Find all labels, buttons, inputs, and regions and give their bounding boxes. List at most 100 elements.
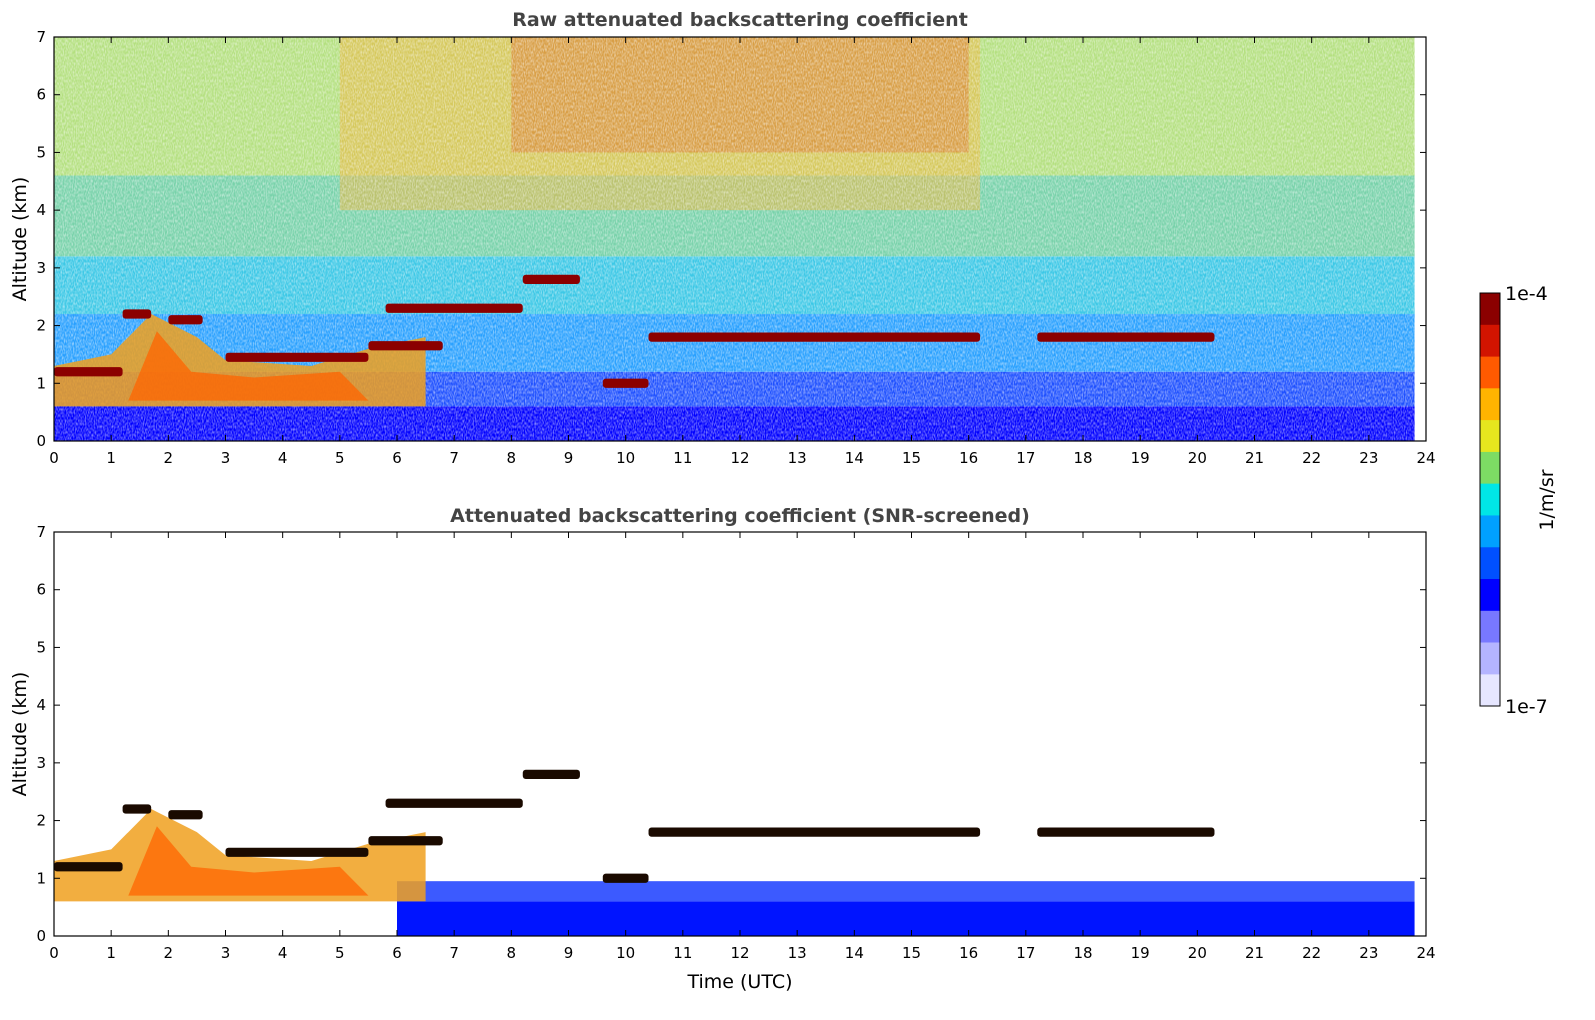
cloud-layer: [368, 836, 443, 846]
x-ticks: 0 1 2 3 4 5 6 7 8 9 10 11 12 13 14 15 16 17 18 19 20 21 22 23 24: [49, 37, 1436, 467]
x-tick-label: 20: [1188, 449, 1207, 467]
cloud-layer: [122, 309, 152, 319]
altitude-band: [397, 881, 1415, 902]
x-tick-label: 2: [164, 449, 174, 467]
cloud-layer: [385, 303, 523, 313]
x-tick-label: 10: [616, 944, 635, 962]
x-tick-label: 16: [959, 944, 978, 962]
colorbar-step: [1480, 356, 1500, 389]
aerosol-core: [128, 826, 369, 896]
x-tick-label: 0: [49, 944, 59, 962]
y-tick-label: 0: [36, 927, 46, 945]
y-tick-label: 6: [36, 86, 46, 104]
panel-title: Raw attenuated backscattering coefficien…: [512, 9, 968, 31]
x-tick-label: 4: [278, 944, 288, 962]
y-tick-label: 3: [36, 754, 46, 772]
y-tick-label: 4: [36, 696, 46, 714]
cloud-layer: [122, 804, 152, 814]
y-tick-label: 6: [36, 581, 46, 599]
y-tick-label: 3: [36, 259, 46, 277]
cloud-layer: [1037, 827, 1215, 837]
y-tick-label: 0: [36, 432, 46, 450]
x-axis-label: Time (UTC): [686, 971, 792, 993]
x-tick-label: 21: [1245, 944, 1264, 962]
x-ticks: 0 1 2 3 4 5 6 7 8 9 10 11 12 13 14 15 16 17 18 19 20 21 22 23 24: [49, 532, 1436, 962]
y-tick-label: 7: [36, 28, 46, 46]
x-tick-label: 3: [221, 944, 231, 962]
colorbar-step: [1480, 451, 1500, 484]
x-tick-label: 4: [278, 449, 288, 467]
x-tick-label: 2: [164, 944, 174, 962]
x-tick-label: 9: [564, 944, 574, 962]
snr-screened-panel: Attenuated backscattering coefficient (S…: [9, 505, 1436, 993]
y-tick-label: 2: [36, 317, 46, 335]
x-tick-label: 24: [1416, 944, 1435, 962]
x-tick-label: 7: [449, 449, 459, 467]
x-tick-label: 13: [788, 944, 807, 962]
y-tick-label: 1: [36, 869, 46, 887]
panel-title: Attenuated backscattering coefficient (S…: [450, 505, 1030, 527]
x-tick-label: 17: [1016, 449, 1035, 467]
x-tick-label: 10: [616, 449, 635, 467]
x-tick-label: 15: [902, 944, 921, 962]
cloud-layer: [602, 378, 649, 388]
cloud-layer: [648, 332, 981, 342]
y-ticks: 0 1 2 3 4 5 6 7: [36, 28, 1426, 450]
cloud-layer: [225, 847, 369, 857]
x-tick-label: 15: [902, 449, 921, 467]
raw-backscatter-panel: Raw attenuated backscattering coefficien…: [9, 9, 1436, 467]
x-tick-label: 9: [564, 449, 574, 467]
y-tick-label: 5: [36, 143, 46, 161]
cloud-layer: [368, 341, 443, 351]
x-tick-label: 6: [392, 449, 402, 467]
heatmap-area: [54, 37, 1415, 441]
x-tick-label: 7: [449, 944, 459, 962]
x-tick-label: 16: [959, 449, 978, 467]
y-axis-label: Altitude (km): [9, 672, 31, 797]
y-ticks: 0 1 2 3 4 5 6 7: [36, 523, 1426, 945]
colorbar-step: [1480, 483, 1500, 516]
x-tick-label: 14: [845, 944, 864, 962]
x-tick-label: 1: [106, 944, 116, 962]
cloud-layer: [1037, 332, 1215, 342]
colorbar: 1e-4 1e-7 1/m/sr: [1479, 283, 1558, 718]
x-tick-label: 24: [1416, 449, 1435, 467]
heatmap-area: [54, 769, 1415, 936]
cloud-layer: [168, 315, 203, 325]
y-tick-label: 1: [36, 374, 46, 392]
x-tick-label: 3: [221, 449, 231, 467]
x-tick-label: 8: [507, 944, 517, 962]
colorbar-step: [1480, 547, 1500, 579]
x-tick-label: 22: [1302, 449, 1321, 467]
cloud-layer: [648, 827, 981, 837]
altitude-band: [397, 901, 1415, 936]
x-tick-label: 21: [1245, 449, 1264, 467]
cloud-layer: [602, 873, 649, 883]
colorbar-max-label: 1e-4: [1505, 283, 1548, 305]
x-tick-label: 14: [845, 449, 864, 467]
colorbar-step: [1480, 388, 1500, 421]
x-tick-label: 6: [392, 944, 402, 962]
x-tick-label: 19: [1131, 449, 1150, 467]
x-tick-label: 5: [335, 944, 345, 962]
x-tick-label: 0: [49, 449, 59, 467]
x-tick-label: 19: [1131, 944, 1150, 962]
x-tick-label: 11: [673, 449, 692, 467]
y-tick-label: 5: [36, 638, 46, 656]
colorbar-step: [1480, 515, 1500, 548]
x-tick-label: 12: [730, 449, 749, 467]
colorbar-step: [1480, 293, 1500, 325]
x-tick-label: 22: [1302, 944, 1321, 962]
colorbar-step: [1480, 578, 1500, 611]
y-tick-label: 2: [36, 812, 46, 830]
colorbar-unit-label: 1/m/sr: [1536, 469, 1558, 530]
x-tick-label: 18: [1073, 449, 1092, 467]
x-tick-label: 8: [507, 449, 517, 467]
x-tick-label: 1: [106, 449, 116, 467]
colorbar-steps: [1479, 292, 1501, 707]
cloud-layer: [385, 798, 523, 808]
colorbar-step: [1480, 324, 1500, 357]
colorbar-step: [1480, 610, 1500, 643]
colorbar-min-label: 1e-7: [1505, 696, 1548, 718]
